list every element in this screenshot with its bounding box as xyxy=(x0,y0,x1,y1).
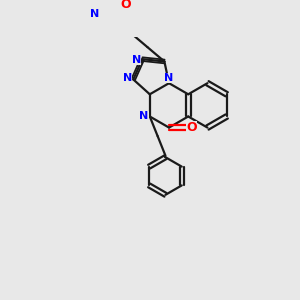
Text: O: O xyxy=(120,0,130,11)
Text: N: N xyxy=(89,9,99,19)
Text: N: N xyxy=(132,56,141,65)
Text: N: N xyxy=(123,73,132,83)
Text: N: N xyxy=(140,112,149,122)
Text: O: O xyxy=(186,121,196,134)
Text: N: N xyxy=(164,74,174,83)
